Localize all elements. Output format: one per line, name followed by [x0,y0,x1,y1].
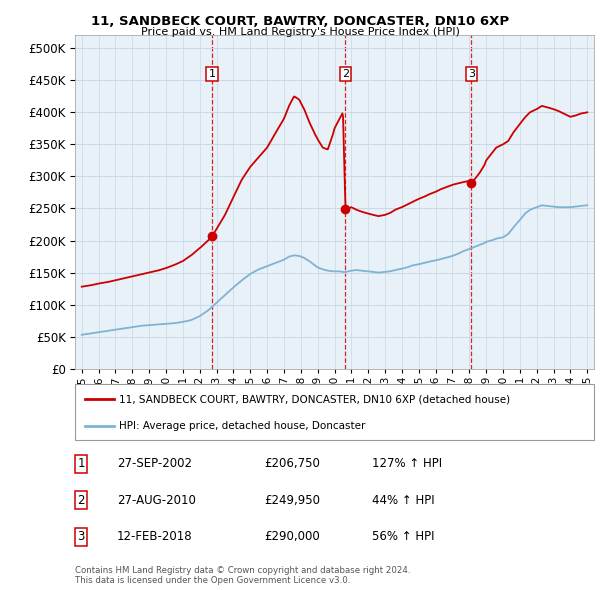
Text: 3: 3 [468,69,475,79]
Text: 2: 2 [77,494,85,507]
Text: 1: 1 [209,69,215,79]
FancyBboxPatch shape [75,384,594,440]
Text: HPI: Average price, detached house, Doncaster: HPI: Average price, detached house, Donc… [119,421,365,431]
Text: 127% ↑ HPI: 127% ↑ HPI [372,457,442,470]
Text: Contains HM Land Registry data © Crown copyright and database right 2024.
This d: Contains HM Land Registry data © Crown c… [75,566,410,585]
Text: £206,750: £206,750 [264,457,320,470]
Text: 1: 1 [77,457,85,470]
Text: £249,950: £249,950 [264,494,320,507]
Text: 44% ↑ HPI: 44% ↑ HPI [372,494,434,507]
Text: £290,000: £290,000 [264,530,320,543]
Text: 11, SANDBECK COURT, BAWTRY, DONCASTER, DN10 6XP (detached house): 11, SANDBECK COURT, BAWTRY, DONCASTER, D… [119,394,510,404]
Text: 3: 3 [77,530,85,543]
Text: 2: 2 [342,69,349,79]
Text: 11, SANDBECK COURT, BAWTRY, DONCASTER, DN10 6XP: 11, SANDBECK COURT, BAWTRY, DONCASTER, D… [91,15,509,28]
Text: 27-AUG-2010: 27-AUG-2010 [117,494,196,507]
Text: 56% ↑ HPI: 56% ↑ HPI [372,530,434,543]
Text: 27-SEP-2002: 27-SEP-2002 [117,457,192,470]
Text: Price paid vs. HM Land Registry's House Price Index (HPI): Price paid vs. HM Land Registry's House … [140,27,460,37]
Text: 12-FEB-2018: 12-FEB-2018 [117,530,193,543]
